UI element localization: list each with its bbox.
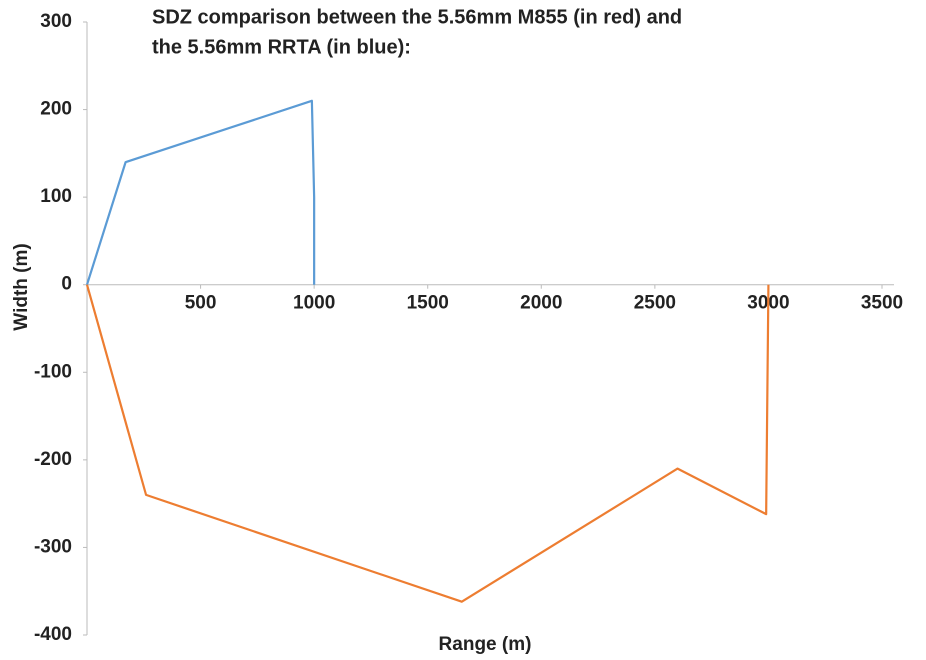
y-axis-label: Width (m) xyxy=(11,243,32,330)
y-tick-label: 0 xyxy=(61,274,72,295)
x-tick-label: 500 xyxy=(185,293,217,314)
y-tick-label: -300 xyxy=(34,536,72,557)
data-line xyxy=(85,284,770,603)
x-tick-label: 1000 xyxy=(293,293,335,314)
chart-title: SDZ comparison between the 5.56mm M855 (… xyxy=(152,6,682,28)
y-tick-label: 200 xyxy=(40,99,72,120)
y-tick-label: 300 xyxy=(40,11,72,32)
y-tick-label: -100 xyxy=(34,361,72,382)
x-tick-label: 3500 xyxy=(861,293,903,314)
y-tick-label: -400 xyxy=(34,624,72,645)
x-tick-label: 2500 xyxy=(634,293,676,314)
y-tick-label: -200 xyxy=(34,449,72,470)
chart-title: the 5.56mm RRTA (in blue): xyxy=(152,36,411,58)
x-tick-label: 1500 xyxy=(407,293,449,314)
data-line xyxy=(85,99,316,286)
x-axis-label: Range (m) xyxy=(439,634,532,655)
y-tick-label: 100 xyxy=(40,186,72,207)
x-tick-label: 2000 xyxy=(520,293,562,314)
